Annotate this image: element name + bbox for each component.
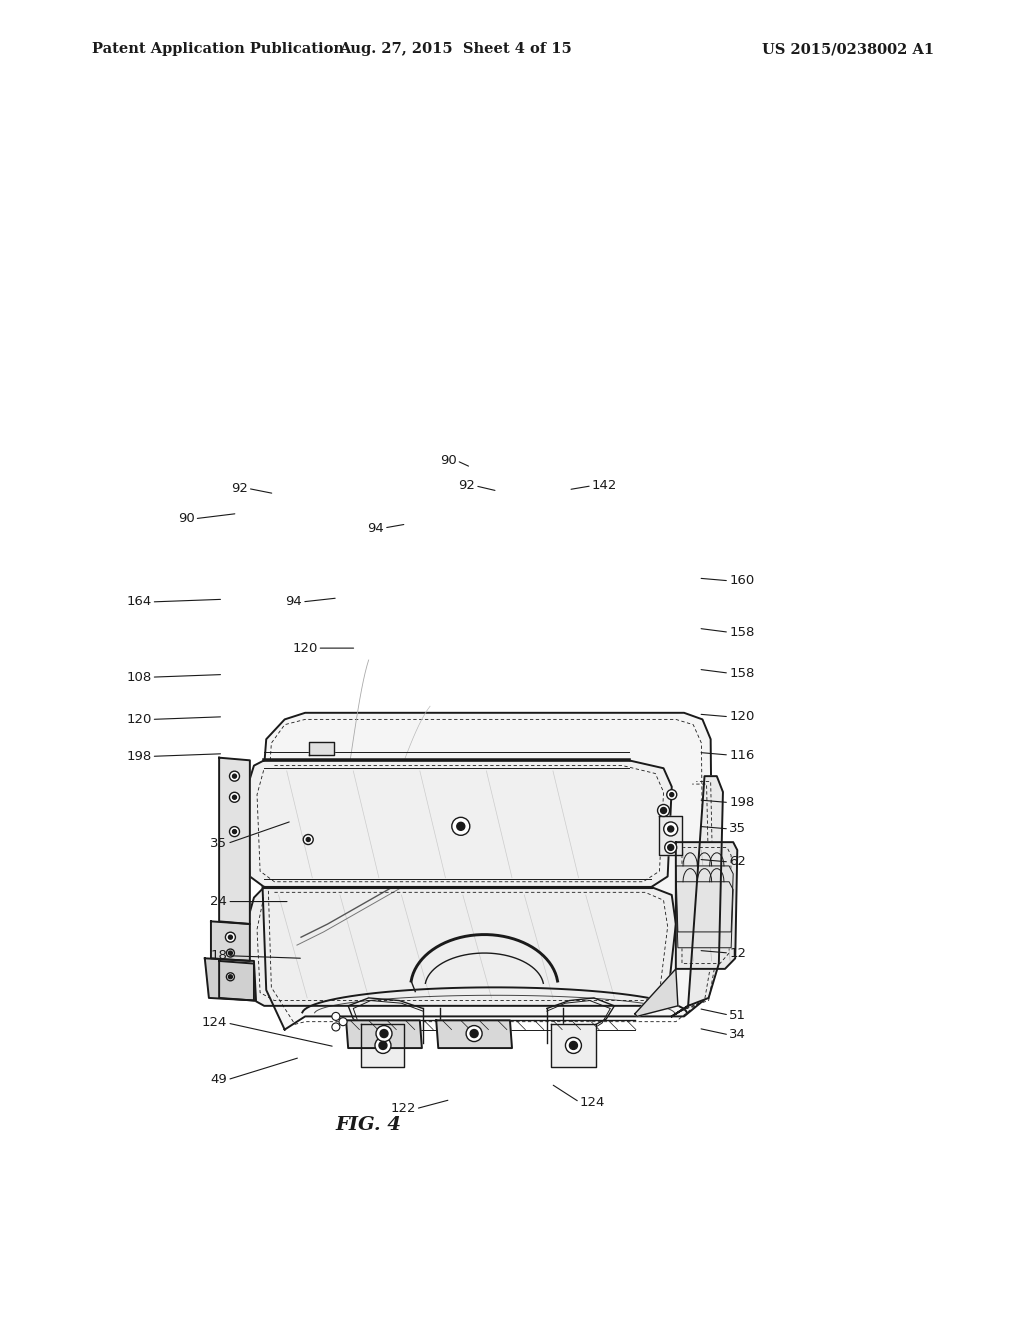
Text: 18: 18 — [211, 949, 227, 962]
Polygon shape — [551, 1024, 596, 1067]
Text: 35: 35 — [729, 822, 746, 836]
Polygon shape — [309, 742, 334, 755]
Circle shape — [306, 837, 310, 842]
Text: 24: 24 — [211, 895, 227, 908]
Polygon shape — [659, 816, 682, 855]
Text: 12: 12 — [729, 946, 746, 960]
Polygon shape — [676, 842, 737, 969]
Text: 198: 198 — [729, 796, 755, 809]
Circle shape — [452, 817, 470, 836]
Text: 158: 158 — [729, 626, 755, 639]
Polygon shape — [219, 758, 250, 924]
Text: Aug. 27, 2015  Sheet 4 of 15: Aug. 27, 2015 Sheet 4 of 15 — [339, 42, 572, 57]
Text: 158: 158 — [729, 667, 755, 680]
Circle shape — [226, 949, 234, 957]
Polygon shape — [219, 961, 254, 1001]
Circle shape — [376, 1026, 392, 1041]
Circle shape — [457, 822, 465, 830]
Text: 142: 142 — [592, 479, 617, 492]
Text: 120: 120 — [292, 642, 317, 655]
Circle shape — [660, 808, 667, 813]
Polygon shape — [246, 760, 672, 887]
Circle shape — [303, 834, 313, 845]
Text: 124: 124 — [202, 1016, 227, 1030]
Circle shape — [565, 1038, 582, 1053]
Circle shape — [228, 974, 232, 979]
Polygon shape — [672, 776, 723, 1016]
Text: 94: 94 — [368, 521, 384, 535]
Text: 90: 90 — [178, 512, 195, 525]
Polygon shape — [436, 1020, 512, 1048]
Text: 116: 116 — [729, 748, 755, 762]
Circle shape — [229, 792, 240, 803]
Text: Patent Application Publication: Patent Application Publication — [92, 42, 344, 57]
Circle shape — [664, 822, 678, 836]
Text: 92: 92 — [231, 482, 248, 495]
Text: 198: 198 — [126, 750, 152, 763]
Polygon shape — [676, 882, 733, 948]
Text: 94: 94 — [286, 595, 302, 609]
Text: 62: 62 — [729, 855, 745, 869]
Text: 35: 35 — [210, 837, 227, 850]
Polygon shape — [211, 921, 250, 961]
Text: 49: 49 — [211, 1073, 227, 1086]
Circle shape — [226, 973, 234, 981]
Text: 122: 122 — [390, 1102, 416, 1115]
Circle shape — [657, 804, 670, 817]
Circle shape — [232, 829, 237, 834]
Circle shape — [668, 845, 674, 850]
Circle shape — [667, 789, 677, 800]
Text: 120: 120 — [729, 710, 755, 723]
Text: 120: 120 — [126, 713, 152, 726]
Circle shape — [228, 935, 232, 940]
Circle shape — [375, 1038, 391, 1053]
Text: 124: 124 — [580, 1096, 605, 1109]
Polygon shape — [246, 887, 676, 1006]
Circle shape — [380, 1030, 388, 1038]
Circle shape — [332, 1023, 340, 1031]
Text: 160: 160 — [729, 574, 755, 587]
Circle shape — [665, 841, 677, 854]
Circle shape — [470, 1030, 478, 1038]
Polygon shape — [205, 958, 256, 1001]
Circle shape — [670, 792, 674, 797]
Text: 90: 90 — [440, 454, 457, 467]
Polygon shape — [635, 969, 678, 1016]
Circle shape — [225, 932, 236, 942]
Polygon shape — [260, 713, 713, 1030]
Circle shape — [228, 950, 232, 956]
Circle shape — [229, 771, 240, 781]
Circle shape — [332, 1012, 340, 1020]
Text: 164: 164 — [126, 595, 152, 609]
Text: 92: 92 — [459, 479, 475, 492]
Text: 51: 51 — [729, 1008, 746, 1022]
Polygon shape — [346, 1020, 422, 1048]
Text: FIG. 4: FIG. 4 — [336, 1115, 401, 1134]
Polygon shape — [361, 1024, 404, 1067]
Circle shape — [466, 1026, 482, 1041]
Circle shape — [232, 774, 237, 779]
Circle shape — [339, 1018, 347, 1026]
Text: 34: 34 — [729, 1028, 745, 1041]
Circle shape — [232, 795, 237, 800]
Polygon shape — [676, 866, 733, 932]
Circle shape — [379, 1041, 387, 1049]
Circle shape — [668, 826, 674, 832]
Text: US 2015/0238002 A1: US 2015/0238002 A1 — [762, 42, 934, 57]
Circle shape — [569, 1041, 578, 1049]
Text: 108: 108 — [126, 671, 152, 684]
Circle shape — [229, 826, 240, 837]
